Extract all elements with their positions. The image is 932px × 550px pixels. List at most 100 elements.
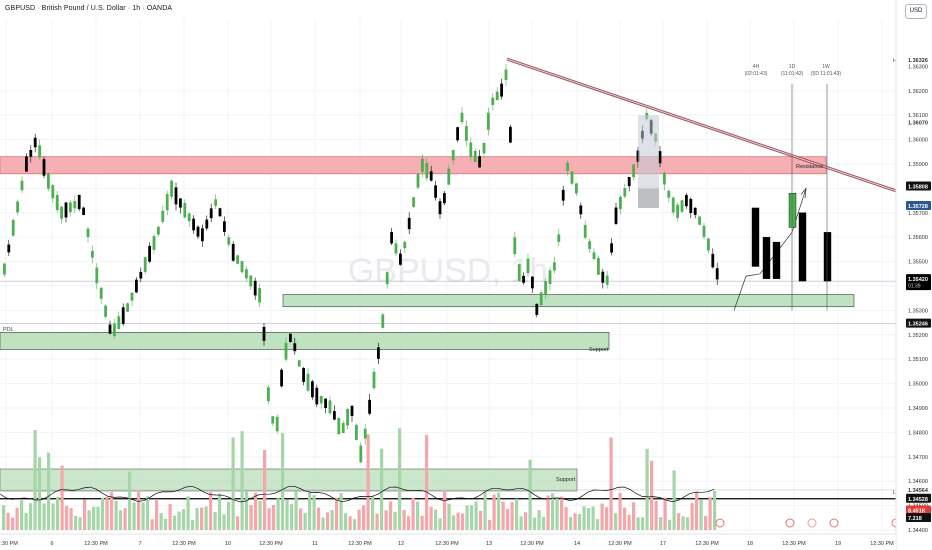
vol-green-badge: 7.218 [908, 516, 922, 522]
candle-body [227, 237, 231, 245]
volume-bar [425, 434, 429, 530]
volume-bar [668, 519, 672, 530]
volume-bar [501, 501, 505, 530]
candle-body [355, 424, 358, 440]
volume-bar [659, 517, 663, 530]
countdown-1d-label: 1D [789, 64, 796, 70]
candle-body [425, 162, 429, 179]
volume-bar [146, 496, 150, 530]
volume-bar [443, 490, 447, 530]
volume-bar [87, 510, 91, 530]
volume-bar [479, 510, 483, 530]
volume-bars [2, 428, 717, 530]
candle-body [676, 204, 679, 218]
volume-bar [249, 505, 253, 530]
candle-body [192, 218, 195, 231]
time-tick-label: 12:30 PM [782, 541, 806, 547]
vol-red-badge-bg [906, 505, 931, 515]
price-tick-label: 1.35600 [908, 235, 928, 241]
volume-bar [708, 497, 712, 530]
candle-body [711, 253, 715, 268]
volume-bar [218, 493, 222, 530]
volume-bar [560, 496, 564, 530]
candle-body [385, 272, 389, 285]
volume-bar [456, 512, 460, 530]
low-badge-bg [906, 484, 931, 494]
volume-bar [465, 505, 469, 530]
candle-body [583, 224, 587, 238]
volume-bar [569, 516, 573, 530]
volume-bar [713, 490, 717, 530]
volume-bar [600, 503, 604, 530]
candle-body [139, 272, 143, 279]
volume-bar [636, 517, 640, 530]
current-price-badge: 1.35420 [908, 277, 928, 283]
volume-bar [6, 512, 10, 530]
resistance-label: Resistance [796, 164, 823, 170]
support-zone-upper [282, 294, 855, 308]
volume-average-line [0, 485, 715, 503]
candle-body [99, 287, 103, 299]
candle-body [451, 150, 455, 161]
candle-body [209, 208, 213, 219]
candle-body [500, 83, 503, 97]
candle-body [394, 243, 398, 254]
trendline-inner [506, 58, 932, 204]
volume-bar [290, 504, 294, 530]
time-tick-label: 14 [574, 541, 580, 547]
volume-bar [407, 516, 411, 530]
volume-bar [60, 465, 64, 530]
price-tick-label: 1.35500 [908, 260, 928, 266]
candle-body [693, 207, 697, 215]
volume-bar [110, 492, 114, 530]
candle-body [346, 409, 349, 426]
candle-body [443, 193, 446, 204]
volume-bar [204, 506, 208, 530]
time-tick-label: 12:30 PM [608, 541, 632, 547]
volume-bar [398, 428, 402, 530]
volume-bar [524, 512, 528, 530]
candle-body [434, 185, 437, 198]
volume-bar [609, 437, 613, 530]
candle-body [509, 126, 512, 143]
time-tick-label: 13 [486, 541, 492, 547]
candle-body [20, 180, 24, 191]
candle-body [165, 194, 169, 211]
projection-candle [788, 193, 797, 228]
candle-body [231, 243, 235, 261]
candle-body [214, 199, 217, 206]
candle-body [42, 159, 46, 176]
currency-button[interactable]: USD [905, 4, 927, 19]
projection-candle [751, 207, 760, 267]
volume-bar [69, 507, 73, 530]
volume-bar [258, 500, 262, 530]
support-zone-lower [0, 468, 578, 492]
candle-body [478, 156, 481, 168]
volume-bar [353, 519, 357, 530]
volume-bar [168, 503, 172, 530]
volume-bar [335, 497, 339, 530]
volume-bar [546, 495, 550, 530]
volume-bar [627, 514, 631, 530]
volume-bar [321, 517, 325, 530]
volume-bar [236, 516, 240, 530]
countdown-1w-label: 1W [822, 64, 830, 70]
candle-body [86, 228, 90, 237]
time-tick-label: 12:30 PM [348, 541, 372, 547]
volume-bar [393, 511, 397, 530]
volume-bar [474, 501, 478, 530]
volume-bar [137, 490, 141, 530]
candle-body [429, 171, 433, 181]
highlight-box [638, 115, 659, 208]
volume-bar [159, 513, 163, 530]
candle-body [196, 226, 200, 237]
volume-bar [672, 470, 676, 530]
candle-body [561, 189, 565, 201]
time-tick-label: 12:30 PM [172, 541, 196, 547]
volume-bar [564, 507, 568, 530]
candle-body [535, 303, 539, 315]
volume-bar [402, 509, 406, 530]
volume-bar [704, 516, 708, 530]
price-tick-label: 1.36200 [908, 89, 928, 95]
